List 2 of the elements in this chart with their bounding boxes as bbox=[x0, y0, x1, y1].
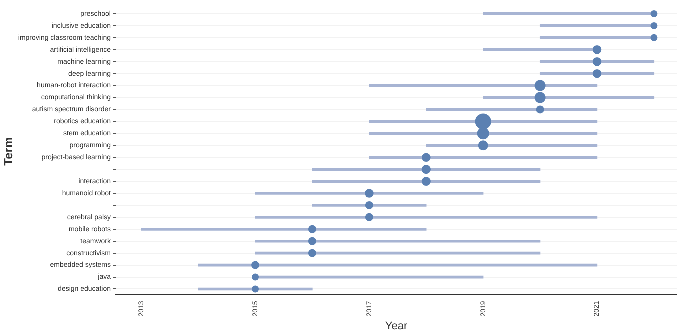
x-axis-title: Year bbox=[385, 320, 408, 332]
y-axis-title: Term bbox=[2, 137, 16, 166]
